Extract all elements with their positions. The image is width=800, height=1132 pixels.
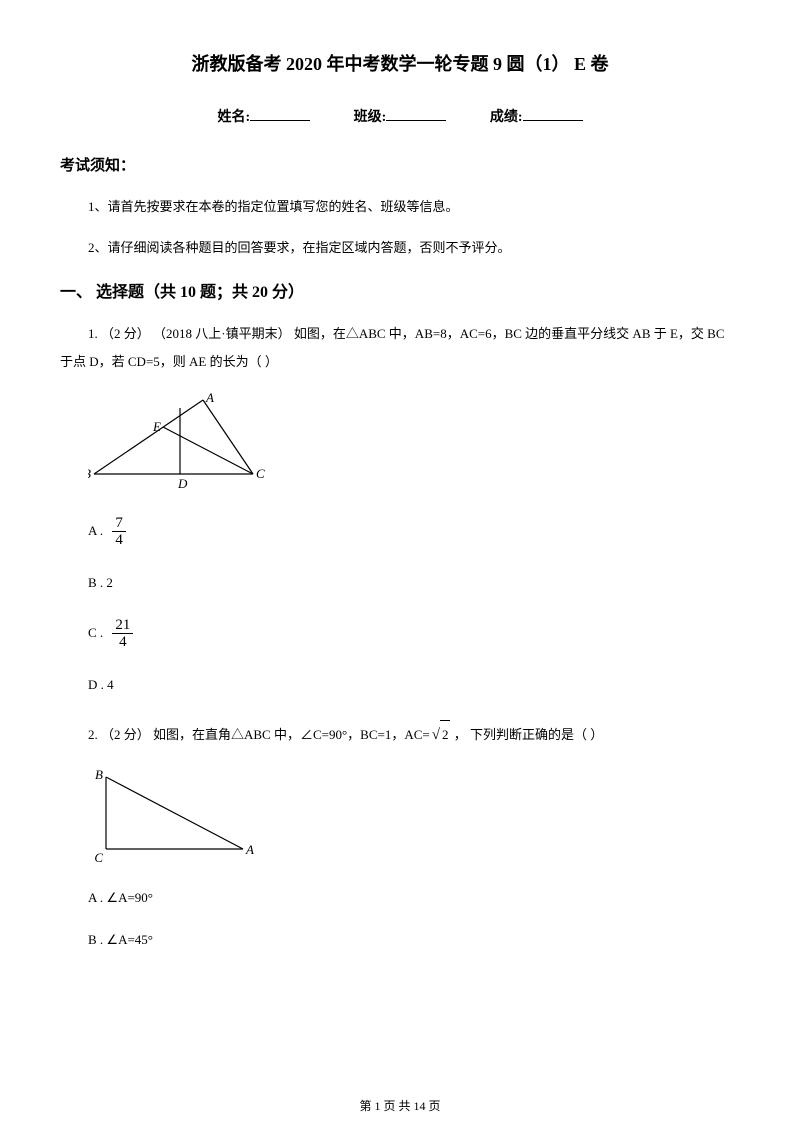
notice-item-2: 2、请仔细阅读各种题目的回答要求，在指定区域内答题，否则不予评分。: [88, 236, 740, 259]
question-2: 2. （2 分） 如图，在直角△ABC 中，∠C=90°，BC=1，AC= 2 ，…: [88, 719, 740, 752]
fraction-icon: 214: [112, 617, 133, 651]
q1-option-b: B . 2: [88, 575, 740, 591]
notice-item-1: 1、请首先按要求在本卷的指定位置填写您的姓名、班级等信息。: [88, 195, 740, 218]
svg-text:E: E: [152, 419, 161, 434]
name-blank: [250, 120, 310, 121]
sqrt-icon: 2: [430, 719, 451, 752]
svg-text:C: C: [256, 466, 265, 481]
class-label: 班级:: [354, 110, 387, 125]
section-heading-1: 一、 选择题（共 10 题；共 20 分）: [60, 278, 740, 302]
q2-option-a: A . ∠A=90°: [88, 890, 740, 906]
score-label: 成绩:: [490, 110, 523, 125]
right-triangle-diagram-icon: B C A: [88, 767, 258, 867]
q1-a-den: 4: [112, 532, 126, 549]
score-blank: [523, 120, 583, 121]
q2-text-pre: 2. （2 分） 如图，在直角△ABC 中，∠C=90°，BC=1，AC=: [88, 727, 430, 742]
q2-option-b: B . ∠A=45°: [88, 932, 740, 948]
q2-figure: B C A: [88, 767, 740, 872]
question-1: 1. （2 分） （2018 八上·镇平期末） 如图，在△ABC 中，AB=8，…: [88, 320, 740, 377]
q1-a-label: A .: [88, 523, 103, 538]
q1-option-c: C . 214: [88, 617, 740, 651]
svg-text:A: A: [245, 842, 254, 857]
q2-b-label: B .: [88, 932, 103, 947]
q1-d-value: 4: [107, 677, 114, 692]
q2-b-value: ∠A=45°: [106, 932, 153, 947]
q1-text-pre: 1. （2 分） （2018 八上·镇平期末） 如图，在△ABC 中，AB=8，…: [88, 326, 725, 341]
q1-figure: A B C D E: [88, 392, 740, 497]
q1-option-a: A . 74: [88, 515, 740, 549]
q1-option-d: D . 4: [88, 677, 740, 693]
triangle-diagram-icon: A B C D E: [88, 392, 268, 492]
q2-text-post: ， 下列判断正确的是（ ）: [450, 727, 603, 742]
exam-title: 浙教版备考 2020 年中考数学一轮专题 9 圆（1） E 卷: [60, 50, 740, 76]
q2-sqrt-val: 2: [440, 720, 451, 750]
q2-a-value: ∠A=90°: [106, 890, 153, 905]
svg-text:B: B: [95, 767, 103, 782]
q1-b-label: B .: [88, 575, 103, 590]
q2-a-label: A .: [88, 890, 103, 905]
q1-c-den: 4: [112, 634, 133, 651]
q1-c-num: 21: [112, 617, 133, 635]
q1-d-label: D .: [88, 677, 104, 692]
svg-text:C: C: [94, 850, 103, 865]
svg-text:D: D: [177, 476, 188, 491]
class-blank: [386, 120, 446, 121]
meta-row: 姓名: 班级: 成绩:: [60, 106, 740, 126]
q1-c-label: C .: [88, 625, 103, 640]
page-footer: 第 1 页 共 14 页: [0, 1097, 800, 1114]
fraction-icon: 74: [112, 515, 126, 549]
svg-text:A: A: [205, 392, 214, 405]
q1-b-value: 2: [106, 575, 113, 590]
notice-heading: 考试须知：: [60, 154, 740, 175]
q1-text-post: 于点 D，若 CD=5，则 AE 的长为（ ）: [60, 354, 278, 369]
name-label: 姓名:: [217, 110, 250, 125]
svg-text:B: B: [88, 466, 91, 481]
q1-a-num: 7: [112, 515, 126, 533]
